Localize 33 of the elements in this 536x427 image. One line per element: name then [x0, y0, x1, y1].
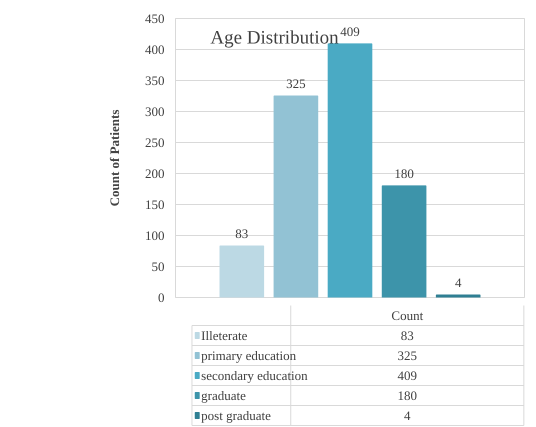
y-tick-label: 400	[145, 42, 164, 57]
y-tick-label: 50	[152, 259, 164, 274]
text: 409	[398, 368, 418, 383]
y-tick-label: 100	[145, 228, 164, 243]
legend-label: post graduate	[201, 408, 272, 423]
y-tick-label: 200	[145, 166, 164, 181]
data-label: 325	[286, 76, 306, 91]
text: 4	[404, 408, 412, 423]
data-label: 409	[340, 24, 360, 39]
y-tick-label: 150	[145, 197, 164, 212]
text: 325	[398, 348, 418, 363]
bar	[274, 96, 318, 298]
data-label: 4	[454, 275, 462, 290]
text: 180	[398, 388, 418, 403]
legend-label: Illeterate	[201, 328, 248, 343]
y-tick-label: 300	[145, 104, 164, 119]
x-tick-label: Count	[391, 308, 424, 323]
y-tick-label: 450	[145, 11, 164, 26]
text: 83	[400, 328, 414, 343]
y-axis-title: Count of Patients	[107, 110, 122, 206]
y-tick-label: 350	[145, 73, 164, 88]
bar	[382, 185, 426, 298]
bar	[328, 43, 372, 298]
legend-label: secondary education	[201, 368, 308, 383]
text: Age Distribution	[210, 28, 340, 48]
bar	[436, 294, 481, 298]
legend-label: primary education	[201, 348, 297, 363]
y-tick-label: 250	[145, 135, 164, 150]
data-label: 83	[235, 226, 248, 242]
bar	[219, 246, 264, 298]
y-tick-label: 0	[158, 290, 164, 305]
legend-label: graduate	[201, 388, 246, 403]
data-label: 180	[394, 166, 414, 181]
